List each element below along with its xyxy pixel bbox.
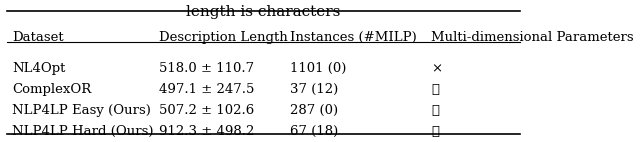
Text: Dataset: Dataset [12, 31, 63, 44]
Text: ✓: ✓ [431, 83, 439, 96]
Text: ComplexOR: ComplexOR [12, 83, 91, 96]
Text: 287 (0): 287 (0) [289, 104, 338, 117]
Text: Instances (#MILP): Instances (#MILP) [289, 31, 416, 44]
Text: 1101 (0): 1101 (0) [289, 62, 346, 75]
Text: NL4Opt: NL4Opt [12, 62, 65, 75]
Text: 37 (12): 37 (12) [289, 83, 338, 96]
Text: 507.2 ± 102.6: 507.2 ± 102.6 [159, 104, 254, 117]
Text: ×: × [431, 62, 442, 75]
Text: 912.3 ± 498.2: 912.3 ± 498.2 [159, 125, 254, 138]
Text: NLP4LP Hard (Ours): NLP4LP Hard (Ours) [12, 125, 154, 138]
Text: ✓: ✓ [431, 125, 439, 138]
Text: 497.1 ± 247.5: 497.1 ± 247.5 [159, 83, 254, 96]
Text: Multi-dimensional Parameters: Multi-dimensional Parameters [431, 31, 634, 44]
Text: Description Length: Description Length [159, 31, 287, 44]
Text: NLP4LP Easy (Ours): NLP4LP Easy (Ours) [12, 104, 151, 117]
Text: length is characters: length is characters [186, 5, 340, 19]
Text: 518.0 ± 110.7: 518.0 ± 110.7 [159, 62, 253, 75]
Text: 67 (18): 67 (18) [289, 125, 338, 138]
Text: ✓: ✓ [431, 104, 439, 117]
